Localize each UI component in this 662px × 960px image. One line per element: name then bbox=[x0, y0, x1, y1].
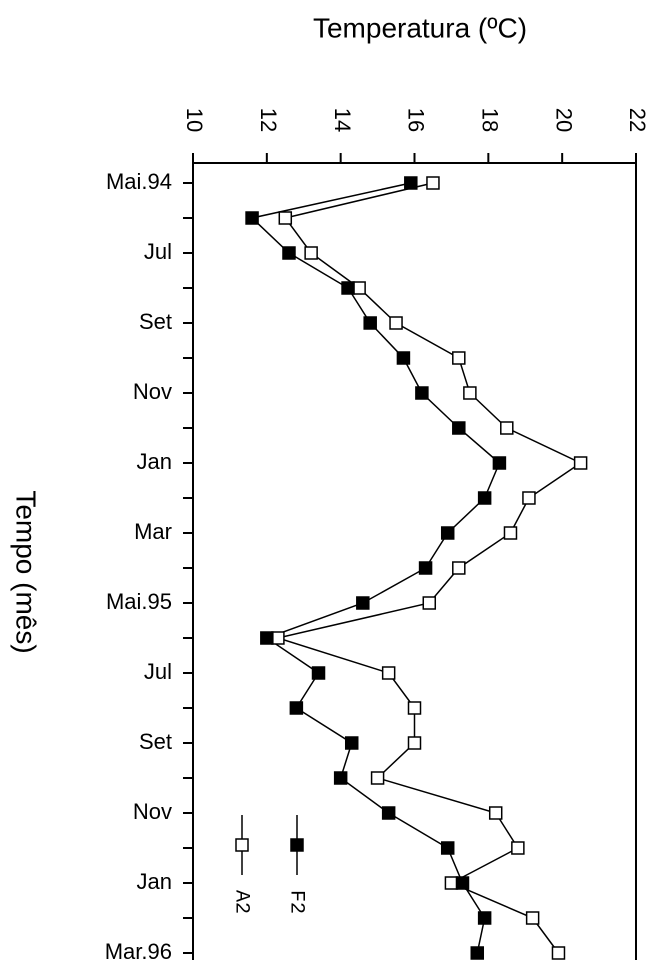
data-point bbox=[278, 211, 293, 225]
plot-frame bbox=[192, 162, 637, 960]
data-point bbox=[356, 596, 370, 610]
data-point bbox=[551, 946, 566, 960]
data-point bbox=[282, 246, 296, 260]
chart-title: Temperatura (ºC) bbox=[313, 12, 527, 43]
data-point bbox=[500, 421, 514, 435]
data-point bbox=[245, 211, 259, 225]
data-point bbox=[452, 561, 466, 575]
data-point bbox=[455, 876, 470, 890]
data-point bbox=[452, 351, 466, 365]
data-point bbox=[452, 421, 466, 435]
data-point bbox=[341, 281, 355, 295]
data-point bbox=[289, 701, 304, 715]
data-point bbox=[440, 841, 455, 855]
data-point bbox=[260, 631, 274, 645]
data-point bbox=[407, 701, 422, 715]
data-point bbox=[389, 316, 403, 330]
y-tick-label: Jan bbox=[137, 449, 172, 474]
data-point bbox=[407, 736, 422, 750]
data-point bbox=[422, 596, 437, 610]
data-point bbox=[477, 911, 492, 925]
data-point bbox=[352, 281, 366, 295]
data-point bbox=[522, 491, 536, 505]
x-tick-label: 10 bbox=[182, 108, 207, 132]
data-point bbox=[511, 841, 525, 855]
data-point bbox=[573, 456, 588, 470]
data-point bbox=[404, 176, 418, 190]
legend-label: F2 bbox=[285, 890, 308, 914]
data-point bbox=[381, 806, 396, 820]
data-point bbox=[370, 771, 385, 785]
data-point bbox=[418, 561, 433, 575]
x-tick-label: 18 bbox=[478, 108, 503, 132]
y-tick-label: Nov bbox=[133, 379, 172, 404]
data-point bbox=[426, 176, 440, 190]
data-point bbox=[470, 946, 485, 960]
data-point bbox=[444, 876, 459, 890]
x-tick-label: 12 bbox=[256, 108, 281, 132]
data-point bbox=[477, 491, 492, 505]
data-point bbox=[381, 666, 396, 680]
data-point bbox=[492, 456, 507, 470]
legend-label: A2 bbox=[230, 890, 253, 914]
x-tick-label: 22 bbox=[625, 108, 650, 132]
legend-marker bbox=[290, 838, 304, 852]
data-point bbox=[525, 911, 540, 925]
data-point bbox=[440, 526, 455, 540]
legend-marker bbox=[235, 838, 249, 852]
y-tick-label: Nov bbox=[133, 799, 172, 824]
y-tick-label: Jul bbox=[144, 659, 172, 684]
y-tick-label: Mar.96 bbox=[105, 939, 172, 960]
data-point bbox=[311, 666, 326, 680]
y-tick-label: Set bbox=[139, 729, 172, 754]
y-tick-label: Mai.94 bbox=[106, 169, 172, 194]
data-point bbox=[271, 631, 285, 645]
x-tick-label: 20 bbox=[551, 108, 576, 132]
y-tick-label: Mai.95 bbox=[106, 589, 172, 614]
data-point bbox=[304, 246, 318, 260]
data-point bbox=[463, 386, 477, 400]
x-tick-label: 16 bbox=[404, 108, 429, 132]
data-point bbox=[363, 316, 377, 330]
data-point bbox=[503, 526, 518, 540]
data-point bbox=[488, 806, 503, 820]
y-tick-label: Set bbox=[139, 309, 172, 334]
data-point bbox=[333, 771, 348, 785]
x-tick-label: 14 bbox=[330, 108, 355, 132]
y-tick-label: Mar bbox=[134, 519, 172, 544]
data-point bbox=[415, 386, 429, 400]
y-tick-label: Jan bbox=[137, 869, 172, 894]
y-axis-title: Tempo (mês) bbox=[11, 490, 42, 653]
data-point bbox=[344, 736, 359, 750]
y-tick-label: Jul bbox=[144, 239, 172, 264]
data-point bbox=[396, 351, 411, 365]
